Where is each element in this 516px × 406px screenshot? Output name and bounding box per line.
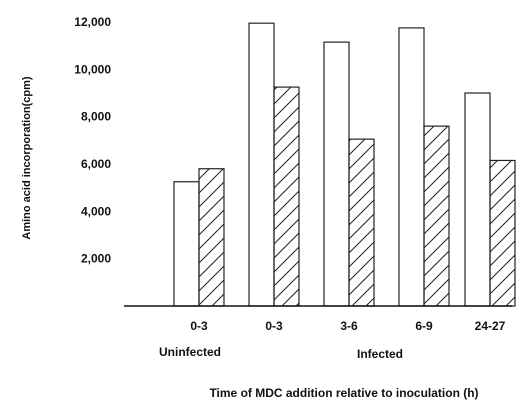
x-tick-label: 3-6 [340, 319, 358, 333]
bar-hatched [489, 159, 516, 307]
bar-hatched [273, 86, 300, 307]
bar-hatched [198, 168, 225, 307]
x-tick-label: 0-3 [190, 319, 208, 333]
group-label: Infected [357, 347, 403, 361]
y-tick-label: 2,000 [81, 252, 111, 266]
y-tick-label: 10,000 [74, 62, 111, 76]
bar-hatched [423, 125, 450, 307]
x-axis: 0-3 0-3 3-6 6-9 24-27 Uninfected Infected [124, 305, 512, 361]
bar-open [248, 22, 275, 307]
y-tick-label: 8,000 [81, 110, 111, 124]
bar-open [398, 27, 425, 307]
y-tick-label: 4,000 [81, 204, 111, 218]
bars [173, 22, 516, 307]
x-tick-label: 24-27 [475, 319, 506, 333]
y-tick-label: 6,000 [81, 157, 111, 171]
y-axis: 2,000 4,000 6,000 8,000 10,000 12,000 [74, 15, 111, 266]
bar-open [173, 181, 200, 307]
bar-hatched [348, 138, 375, 307]
x-axis-label: Time of MDC addition relative to inocula… [209, 386, 478, 400]
bar-open [464, 92, 491, 307]
y-tick-label: 12,000 [74, 15, 111, 29]
y-axis-label: Amino acid incorporation(cpm) [21, 76, 33, 240]
bar-open [323, 41, 350, 307]
group-label: Uninfected [159, 345, 221, 359]
x-tick-label: 6-9 [415, 319, 433, 333]
x-tick-label: 0-3 [265, 319, 283, 333]
